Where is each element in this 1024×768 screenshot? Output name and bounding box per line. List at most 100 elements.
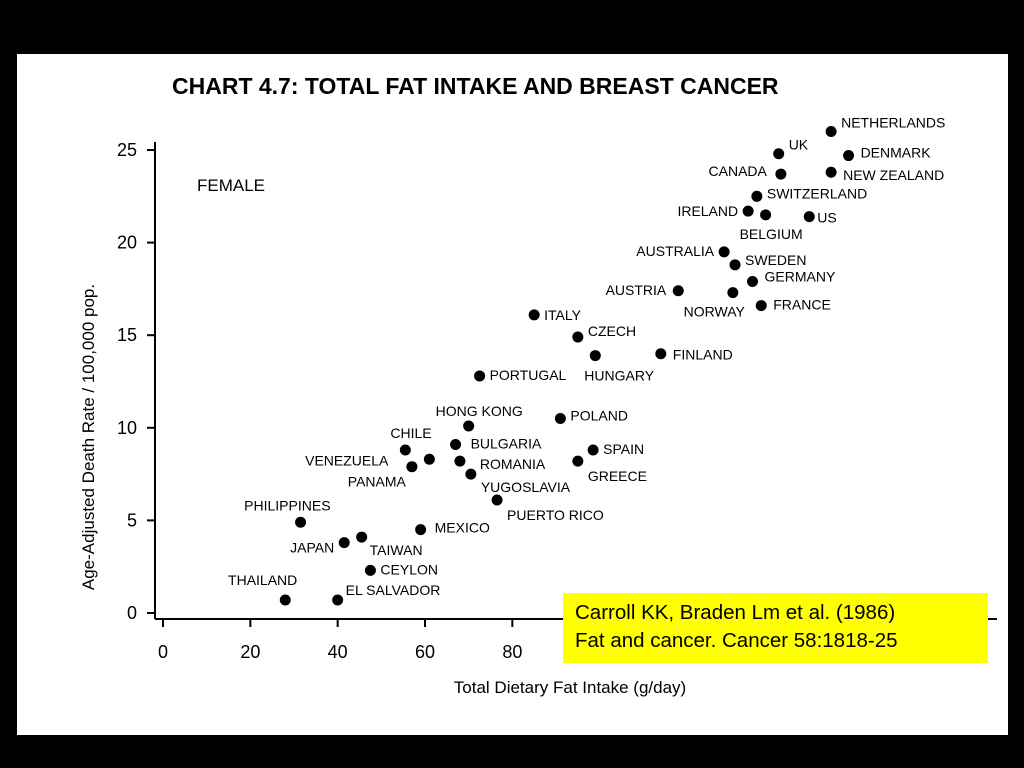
data-point [454,455,466,467]
data-point [672,285,684,297]
point-label: THAILAND [228,572,297,588]
chart-title: CHART 4.7: TOTAL FAT INTAKE AND BREAST C… [172,73,779,99]
data-point [364,564,376,576]
point-label: HONG KONG [436,403,523,419]
point-label: CZECH [588,323,636,339]
citation-line-2: Fat and cancer. Cancer 58:1818-25 [575,629,898,652]
point-label: FRANCE [773,297,831,313]
point-label: PHILIPPINES [244,497,330,513]
data-point [572,331,584,343]
citation-box: Carroll KK, Braden Lm et al. (1986) Fat … [563,593,988,663]
data-point [747,275,758,287]
point-label: GREECE [588,468,647,484]
y-tick-label: 0 [127,603,137,623]
data-point [491,494,503,506]
data-point [803,211,815,223]
point-label: TAIWAN [370,542,423,558]
data-point [773,148,785,160]
data-point [760,209,772,221]
point-label: UK [789,137,809,153]
data-point [843,150,855,162]
point-label: JAPAN [290,540,334,556]
data-point [587,444,599,456]
y-tick-label: 15 [117,325,137,345]
data-point [399,444,411,456]
data-point [465,468,477,480]
point-label: NEW ZEALAND [843,167,944,183]
point-label: PUERTO RICO [507,507,604,523]
citation-line-1: Carroll KK, Braden Lm et al. (1986) [575,601,896,624]
x-tick-label: 80 [502,642,522,662]
y-tick-label: 25 [117,140,137,160]
x-tick-label: 20 [240,642,260,662]
point-label: YUGOSLAVIA [481,479,571,495]
data-point [825,125,837,137]
data-point [356,531,368,543]
point-label: VENEZUELA [305,452,389,468]
data-point [279,594,291,606]
x-tick-label: 40 [328,642,348,662]
point-label: POLAND [570,408,628,424]
point-label: HUNGARY [584,368,654,384]
data-point [415,524,427,536]
data-point [463,420,475,432]
x-tick-label: 0 [158,642,168,662]
y-tick-label: 20 [117,233,137,253]
female-annotation: FEMALE [197,176,265,195]
x-axis-title: Total Dietary Fat Intake (g/day) [454,678,686,697]
point-label: ROMANIA [480,456,546,472]
point-label: BELGIUM [740,226,803,242]
data-point [742,205,754,217]
y-tick-label: 5 [127,510,137,530]
point-label: PANAMA [348,474,407,490]
point-label: IRELAND [677,203,738,219]
point-label: AUSTRIA [606,282,667,298]
scatter-chart: CHART 4.7: TOTAL FAT INTAKE AND BREAST C… [79,73,997,697]
data-point [655,348,667,360]
data-point [572,455,584,467]
point-label: EL SALVADOR [346,582,441,598]
data-point [775,168,787,180]
point-labels: NETHERLANDS UK DENMARK CANADA NEW ZEALAND SWI… [228,114,945,598]
point-label: BULGARIA [471,435,542,451]
x-tick-label: 60 [415,642,435,662]
data-point [474,370,486,382]
point-label: AUSTRALIA [636,243,714,259]
point-label: CANADA [709,163,768,179]
data-point [755,300,767,312]
data-point [338,537,350,549]
point-label: US [817,210,836,226]
data-point [406,461,418,473]
data-point [528,309,540,321]
data-points [279,125,855,606]
point-label: SPAIN [603,441,644,457]
data-point [332,594,344,606]
data-point [589,350,601,362]
data-point [423,453,435,465]
y-axis-title: Age-Adjusted Death Rate / 100,000 pop. [79,284,98,590]
y-tick-label: 10 [117,418,137,438]
data-point [727,287,739,299]
point-label: FINLAND [673,347,733,363]
y-ticks: 0 5 10 15 20 25 [117,140,155,623]
data-point [825,166,837,178]
data-point [718,246,730,258]
point-label: CEYLON [380,561,438,577]
data-point [554,413,566,425]
point-label: CHILE [390,425,431,441]
point-label: SWEDEN [745,252,806,268]
point-label: ITALY [544,307,581,323]
point-label: GERMANY [765,268,836,284]
point-label: NORWAY [684,304,746,320]
data-point [751,190,763,202]
data-point [295,516,307,528]
point-label: SWITZERLAND [767,185,867,201]
chart-panel: CHART 4.7: TOTAL FAT INTAKE AND BREAST C… [17,54,1008,735]
data-point [729,259,741,271]
point-label: NETHERLANDS [841,114,945,130]
point-label: MEXICO [435,520,490,536]
point-label: PORTUGAL [490,367,567,383]
point-label: DENMARK [861,145,932,161]
data-point [450,438,462,450]
